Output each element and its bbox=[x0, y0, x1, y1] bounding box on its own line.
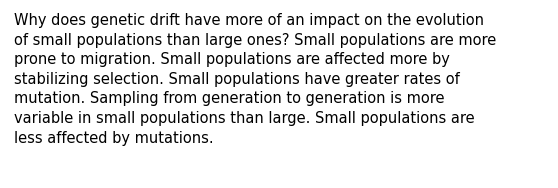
Text: Why does genetic drift have more of an impact on the evolution
of small populati: Why does genetic drift have more of an i… bbox=[14, 13, 496, 146]
